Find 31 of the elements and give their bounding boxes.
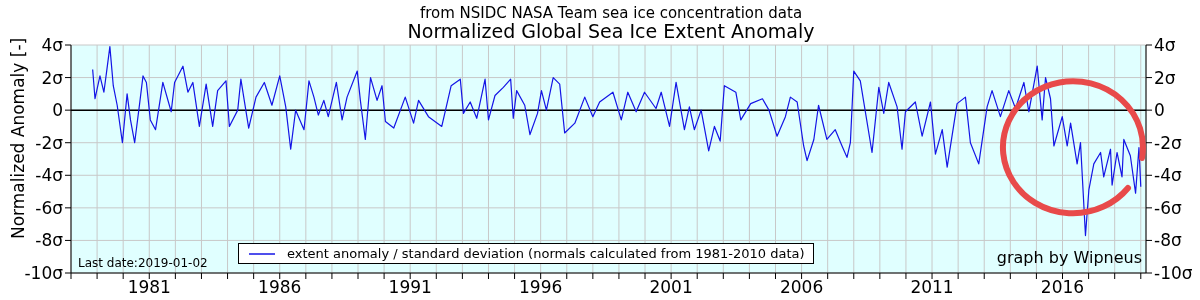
y-tick-label: -8σ — [35, 230, 64, 251]
annotation: Last date:2019-01-02 — [78, 256, 208, 270]
y-axis-title: Normalized Anomaly [-] — [8, 37, 29, 239]
y2-tick-label: -4σ — [1154, 165, 1182, 186]
y2-tick-label: -2σ — [1154, 132, 1182, 153]
annotation: graph by Wipneus — [996, 248, 1142, 267]
x-tick-label: 2011 — [910, 277, 954, 298]
x-tick-label: 1996 — [519, 277, 563, 298]
y-tick-label: -2σ — [35, 132, 64, 153]
y-tick-label: 0 — [52, 100, 63, 121]
y-tick-label: -10σ — [24, 263, 64, 284]
x-tick-label: 1986 — [258, 277, 302, 298]
legend-label: extent anomaly / standard deviation (normals calculated from 1981-2010 data) — [287, 246, 805, 261]
y-tick-label: 4σ — [41, 35, 64, 56]
y2-tick-label: 0 — [1154, 100, 1165, 121]
y2-tick-label: -10σ — [1154, 263, 1193, 284]
y2-tick-label: -8σ — [1154, 230, 1182, 251]
y2-tick-label: -6σ — [1154, 197, 1182, 218]
y-tick-label: -6σ — [35, 197, 64, 218]
y2-tick-label: 2σ — [1154, 67, 1176, 88]
x-tick-label: 1991 — [388, 277, 432, 298]
line-series — [92, 46, 1142, 237]
x-tick-label: 2016 — [1040, 277, 1085, 298]
x-tick-label: 2006 — [779, 277, 824, 298]
y2-tick-label: 4σ — [1154, 35, 1176, 56]
x-tick-label: 2001 — [649, 277, 693, 298]
y-tick-label: 2σ — [41, 67, 64, 88]
y-tick-label: -4σ — [35, 165, 64, 186]
chart-title: Normalized Global Sea Ice Extent Anomaly — [406, 20, 816, 42]
chart-subtitle: from NSIDC NASA Team sea ice concentration data — [418, 4, 804, 22]
x-tick-label: 1981 — [127, 277, 171, 298]
